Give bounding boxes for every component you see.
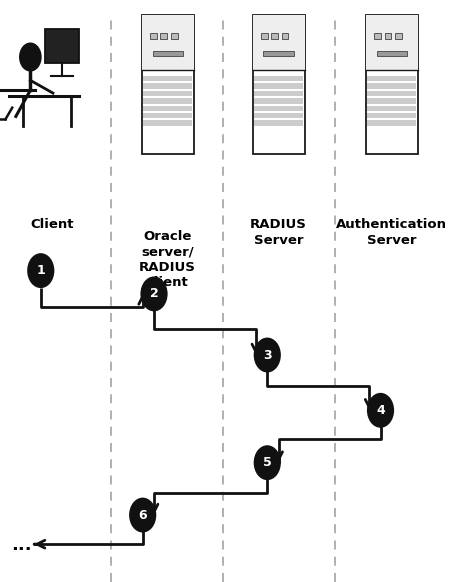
Text: Authentication
Server: Authentication Server	[336, 218, 448, 247]
Bar	[261, 33, 268, 39]
Bar	[153, 51, 183, 56]
Bar	[253, 15, 304, 70]
Bar	[367, 113, 416, 118]
Text: 2: 2	[149, 288, 159, 300]
Circle shape	[254, 445, 281, 480]
Bar	[141, 15, 194, 154]
Bar	[143, 98, 192, 104]
Bar	[377, 51, 407, 56]
Bar	[264, 51, 294, 56]
Bar	[367, 120, 416, 126]
Bar	[150, 33, 157, 39]
Bar	[366, 15, 418, 70]
Bar	[143, 83, 192, 88]
Bar	[254, 120, 303, 126]
Bar	[374, 33, 381, 39]
Bar	[367, 105, 416, 111]
Bar	[254, 105, 303, 111]
Bar	[143, 105, 192, 111]
Bar	[254, 76, 303, 81]
Bar	[45, 29, 79, 63]
Circle shape	[367, 393, 394, 428]
Circle shape	[19, 42, 42, 72]
Text: ...: ...	[11, 537, 32, 554]
Bar	[282, 33, 289, 39]
Bar	[395, 33, 402, 39]
Bar	[367, 76, 416, 81]
Bar	[141, 15, 194, 70]
Circle shape	[129, 498, 156, 533]
Text: RADIUS
Server: RADIUS Server	[250, 218, 307, 247]
Text: 4: 4	[376, 404, 385, 417]
Bar	[271, 33, 278, 39]
Bar	[143, 113, 192, 118]
Text: 5: 5	[263, 456, 272, 469]
Bar	[254, 98, 303, 104]
Circle shape	[254, 338, 281, 372]
Text: 3: 3	[263, 349, 272, 361]
Text: 1: 1	[36, 264, 45, 277]
Bar	[254, 91, 303, 96]
Bar	[143, 76, 192, 81]
Bar	[254, 113, 303, 118]
Bar	[366, 15, 418, 154]
Text: 6: 6	[138, 509, 147, 521]
Bar	[367, 83, 416, 88]
Bar	[143, 120, 192, 126]
Bar	[171, 33, 178, 39]
Bar	[367, 91, 416, 96]
Bar	[160, 33, 167, 39]
Bar	[385, 33, 391, 39]
Circle shape	[27, 253, 54, 288]
Bar	[143, 91, 192, 96]
Text: Oracle
server/
RADIUS
client: Oracle server/ RADIUS client	[139, 230, 196, 289]
Bar	[254, 83, 303, 88]
Text: Client: Client	[30, 218, 74, 231]
Circle shape	[140, 276, 168, 311]
Bar	[367, 98, 416, 104]
Bar	[253, 15, 304, 154]
